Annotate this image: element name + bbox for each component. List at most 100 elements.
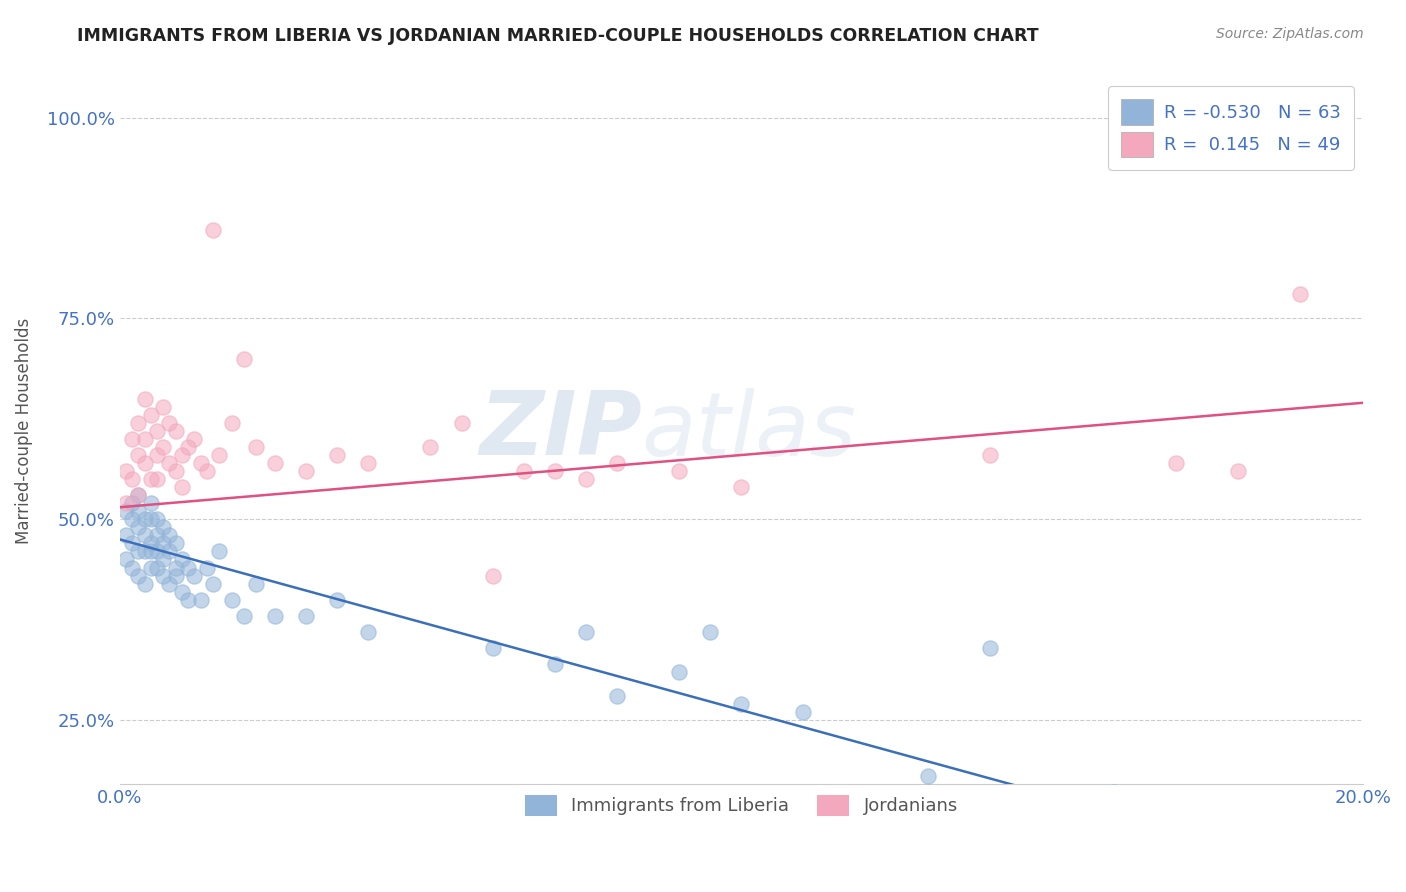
Point xyxy=(170,552,193,566)
Point xyxy=(134,392,156,406)
Point xyxy=(121,512,143,526)
Point xyxy=(165,560,187,574)
Point xyxy=(139,512,162,526)
Point xyxy=(979,640,1001,655)
Point xyxy=(668,665,690,679)
Point xyxy=(165,424,187,438)
Point xyxy=(152,520,174,534)
Point xyxy=(221,592,243,607)
Point xyxy=(127,448,149,462)
Point xyxy=(134,528,156,542)
Point xyxy=(159,576,181,591)
Point xyxy=(208,448,231,462)
Point xyxy=(195,560,218,574)
Point xyxy=(152,400,174,414)
Point xyxy=(481,640,503,655)
Point xyxy=(575,624,598,639)
Point xyxy=(201,223,224,237)
Point xyxy=(575,472,598,486)
Text: IMMIGRANTS FROM LIBERIA VS JORDANIAN MARRIED-COUPLE HOUSEHOLDS CORRELATION CHART: IMMIGRANTS FROM LIBERIA VS JORDANIAN MAR… xyxy=(77,27,1039,45)
Point xyxy=(979,448,1001,462)
Point xyxy=(264,608,287,623)
Point xyxy=(121,560,143,574)
Point xyxy=(146,528,169,542)
Point xyxy=(115,464,138,478)
Point xyxy=(139,536,162,550)
Point xyxy=(159,416,181,430)
Point xyxy=(730,480,752,494)
Point xyxy=(170,584,193,599)
Point xyxy=(115,504,138,518)
Point xyxy=(134,576,156,591)
Point xyxy=(544,657,567,671)
Point xyxy=(295,608,318,623)
Point xyxy=(139,544,162,558)
Point xyxy=(139,408,162,422)
Point xyxy=(165,536,187,550)
Point xyxy=(159,528,181,542)
Point xyxy=(127,568,149,582)
Point xyxy=(146,448,169,462)
Point xyxy=(127,416,149,430)
Point xyxy=(177,440,200,454)
Text: Source: ZipAtlas.com: Source: ZipAtlas.com xyxy=(1216,27,1364,41)
Point xyxy=(1227,817,1250,831)
Point xyxy=(146,472,169,486)
Point xyxy=(146,560,169,574)
Point xyxy=(134,456,156,470)
Point xyxy=(152,536,174,550)
Point xyxy=(357,624,380,639)
Point xyxy=(357,456,380,470)
Point xyxy=(146,512,169,526)
Point xyxy=(134,544,156,558)
Point xyxy=(127,488,149,502)
Point xyxy=(127,544,149,558)
Point xyxy=(115,552,138,566)
Y-axis label: Married-couple Households: Married-couple Households xyxy=(15,318,32,544)
Point xyxy=(201,576,224,591)
Point xyxy=(127,504,149,518)
Legend: Immigrants from Liberia, Jordanians: Immigrants from Liberia, Jordanians xyxy=(516,786,967,825)
Point xyxy=(146,424,169,438)
Point xyxy=(165,464,187,478)
Point xyxy=(245,440,267,454)
Point xyxy=(183,432,205,446)
Point xyxy=(699,624,721,639)
Point xyxy=(512,464,534,478)
Point xyxy=(233,608,256,623)
Point xyxy=(121,496,143,510)
Point xyxy=(606,456,628,470)
Point xyxy=(195,464,218,478)
Point xyxy=(159,544,181,558)
Point xyxy=(1102,785,1125,799)
Point xyxy=(481,568,503,582)
Point xyxy=(159,456,181,470)
Point xyxy=(792,705,814,719)
Point xyxy=(127,520,149,534)
Point xyxy=(668,464,690,478)
Point xyxy=(152,568,174,582)
Point xyxy=(245,576,267,591)
Point xyxy=(208,544,231,558)
Point xyxy=(1289,287,1312,301)
Text: atlas: atlas xyxy=(641,388,856,474)
Point xyxy=(264,456,287,470)
Point xyxy=(1166,456,1188,470)
Point xyxy=(917,769,939,783)
Point xyxy=(134,512,156,526)
Point xyxy=(544,464,567,478)
Point xyxy=(295,464,318,478)
Point xyxy=(419,440,441,454)
Point xyxy=(152,552,174,566)
Point xyxy=(190,592,212,607)
Point xyxy=(450,416,472,430)
Point xyxy=(134,432,156,446)
Point xyxy=(115,528,138,542)
Point xyxy=(326,448,349,462)
Point xyxy=(606,689,628,703)
Point xyxy=(139,472,162,486)
Point xyxy=(1227,464,1250,478)
Point xyxy=(146,544,169,558)
Point xyxy=(730,697,752,711)
Point xyxy=(170,480,193,494)
